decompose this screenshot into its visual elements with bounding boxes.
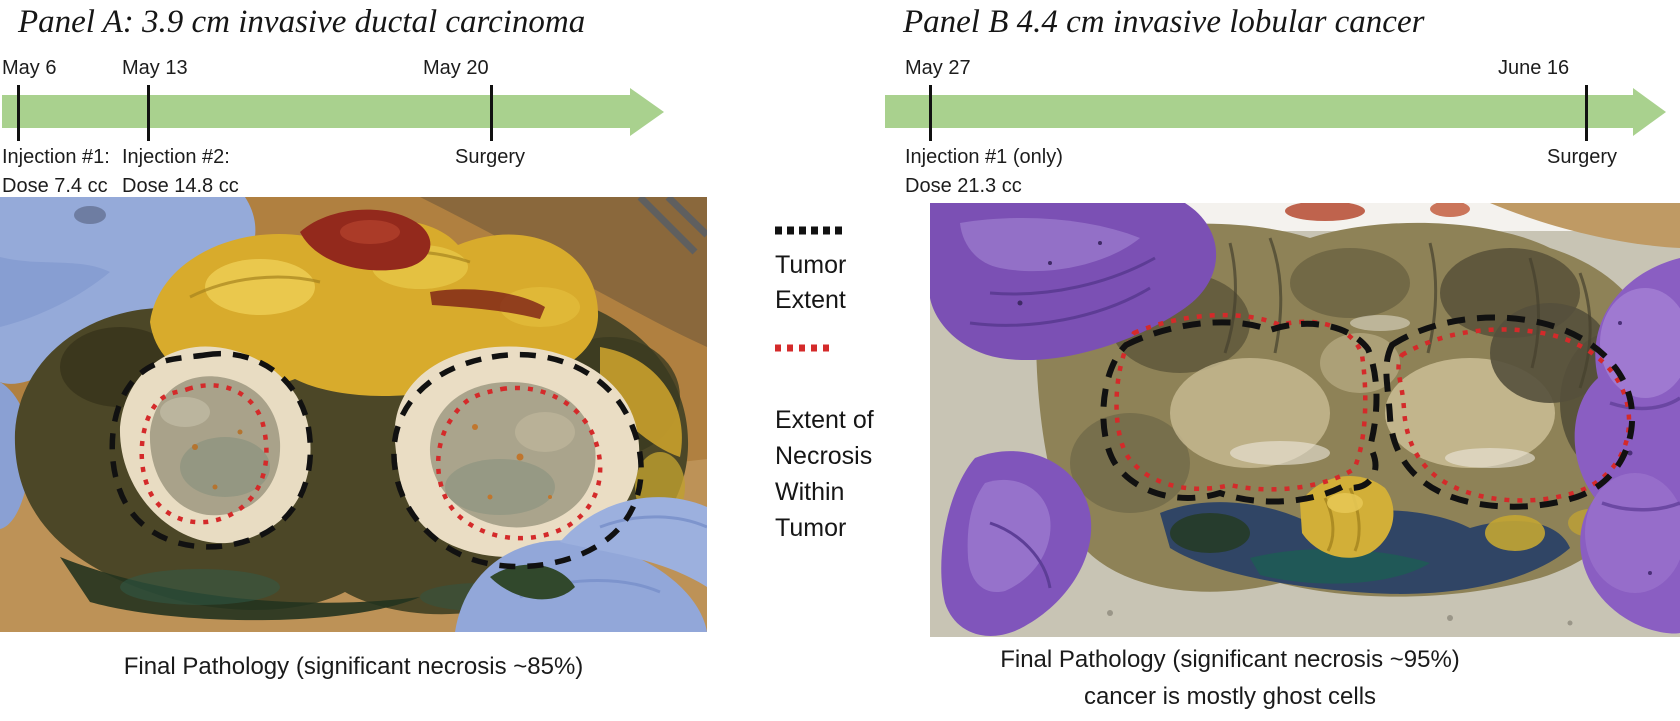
timeline-arrow-a	[2, 88, 664, 136]
panel-b-timeline: May 27 June 16 Injection #1 (only) Dose …	[880, 55, 1680, 197]
necrosis-outline-left	[1114, 312, 1368, 492]
event-label: Injection #1 (only) Dose 21.3 cc	[905, 143, 1063, 201]
specimen-photo-a-graphic	[0, 197, 707, 632]
tumor-extent-label: Tumor Extent	[775, 248, 846, 318]
panel-a-timeline: May 6 May 13 May 20 Injection #1: Dose 7…	[0, 55, 700, 197]
panel-b-caption: Final Pathology (significant necrosis ~9…	[890, 641, 1570, 715]
legend-line: Extent of	[775, 406, 874, 434]
panel-b-caption-line1: Final Pathology (significant necrosis ~9…	[1000, 646, 1460, 673]
event-label: Injection #2: Dose 14.8 cc	[122, 143, 239, 201]
tick-june-16	[1585, 85, 1588, 141]
legend-line: Tumor	[775, 251, 847, 279]
panel-a-caption: Final Pathology (significant necrosis ~8…	[123, 653, 584, 680]
specimen-photo-b-graphic	[930, 203, 1680, 637]
panel-b-title: Panel B 4.4 cm invasive lobular cancer	[903, 4, 1425, 40]
event-label: Surgery	[1547, 143, 1617, 172]
tumor-extent-swatch	[775, 226, 847, 235]
event-label-line: Injection #1:	[2, 146, 110, 168]
panel-a-title: Panel A: 3.9 cm invasive ductal carcinom…	[18, 4, 586, 40]
event-label-line: Surgery	[455, 146, 526, 168]
specimen-photo-panel-a	[0, 197, 707, 632]
timeline-bar	[885, 95, 1633, 128]
specimen-photo-panel-b	[930, 203, 1680, 637]
blue-glove-bottom-right	[455, 540, 707, 632]
necrosis-swatch	[775, 344, 835, 352]
event-label-line: Dose 7.4 cc	[2, 175, 108, 197]
necrosis-outline-left	[139, 383, 269, 525]
blue-glove-top-left	[0, 197, 256, 384]
panel-b-caption-line2: cancer is mostly ghost cells	[1083, 683, 1377, 710]
date-label: May 6	[2, 57, 57, 79]
event-label: Injection #1: Dose 7.4 cc	[2, 143, 110, 201]
event-label: Surgery	[455, 143, 525, 172]
necrosis-label: Extent of Necrosis Within Tumor	[775, 402, 874, 546]
tick-may-6	[17, 85, 20, 141]
date-label: May 27	[905, 57, 971, 79]
timeline-arrowhead	[1633, 88, 1666, 136]
event-label-line: Dose 21.3 cc	[905, 175, 1022, 197]
date-label: May 20	[423, 57, 489, 79]
timeline-bar	[2, 95, 630, 128]
tick-may-20	[490, 85, 493, 141]
event-label-line: Dose 14.8 cc	[122, 175, 239, 197]
fat-tissue	[1300, 476, 1394, 558]
date-label: June 16	[1498, 57, 1570, 79]
event-label-line: Injection #1 (only)	[905, 146, 1063, 168]
tumor-extent-outline-left	[109, 351, 314, 550]
legend-line: Tumor	[775, 514, 847, 542]
legend-line: Necrosis	[775, 442, 873, 470]
event-label-line: Surgery	[1547, 146, 1618, 168]
event-label-line: Injection #2:	[122, 146, 230, 168]
tick-may-13	[147, 85, 150, 141]
tick-may-27	[929, 85, 932, 141]
date-label: May 13	[122, 57, 188, 79]
tumor-extent-outline-right	[1383, 314, 1636, 510]
instrument	[637, 197, 707, 255]
legend-line: Within	[775, 478, 845, 506]
necrosis-outline-right	[1396, 327, 1632, 503]
timeline-arrow-b	[885, 88, 1666, 136]
necrosis-outline-right	[435, 385, 603, 541]
legend-line: Extent	[775, 286, 846, 314]
tumor-extent-outline-right	[391, 351, 644, 570]
timeline-arrowhead	[630, 88, 664, 136]
